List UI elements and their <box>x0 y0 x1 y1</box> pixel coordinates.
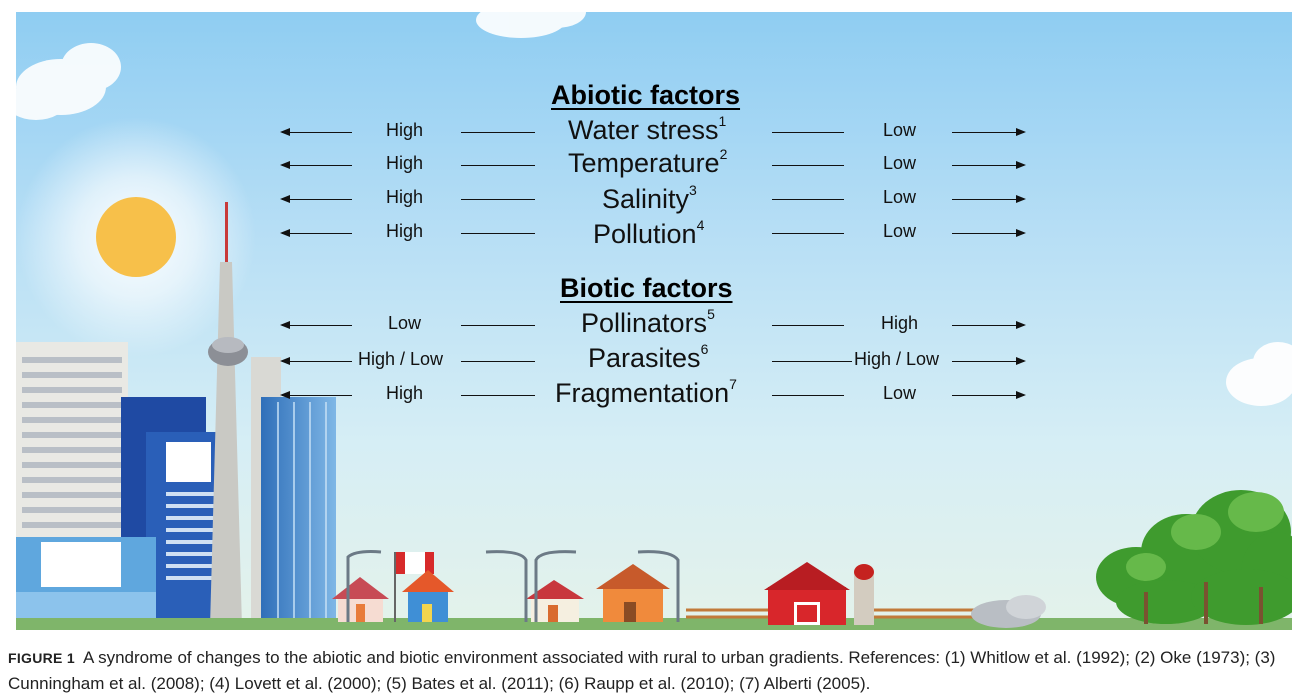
factor-label: Pollinators5 <box>581 306 715 338</box>
sun-icon <box>96 197 176 277</box>
cloud-icon <box>1226 342 1292 406</box>
city-to-rural-illustration <box>16 12 1292 630</box>
left-level: High <box>386 153 424 173</box>
factor-label: Fragmentation7 <box>555 376 737 408</box>
connector-line <box>461 233 535 234</box>
factor-label: Salinity3 <box>602 182 697 214</box>
factor-label: Water stress1 <box>568 113 727 145</box>
right-level: Low <box>883 187 917 207</box>
right-level: High / Low <box>854 349 940 369</box>
house-icon <box>526 580 584 622</box>
house-icon <box>596 564 670 622</box>
arrow-right-icon <box>952 228 1026 237</box>
biotic-heading: Biotic factors <box>560 273 733 303</box>
flag-icon <box>396 552 434 574</box>
connector-line <box>461 395 535 396</box>
caption-label: FIGURE 1 <box>8 650 75 666</box>
right-level: Low <box>883 221 917 241</box>
arrow-right-icon <box>952 356 1026 365</box>
factor-label: Pollution4 <box>593 217 705 249</box>
connector-line <box>772 395 844 396</box>
factor-label: Temperature2 <box>568 146 728 178</box>
left-level: High <box>386 221 424 241</box>
house-icon <box>402 570 454 622</box>
arrow-left-icon <box>280 356 352 365</box>
connector-line <box>772 325 844 326</box>
connector-line <box>461 165 535 166</box>
left-level: High <box>386 187 424 207</box>
arrow-right-icon <box>952 160 1026 169</box>
caption-text: A syndrome of changes to the abiotic and… <box>8 648 1276 693</box>
left-level: High / Low <box>358 349 444 369</box>
connector-line <box>461 199 535 200</box>
arrow-right-icon <box>952 127 1026 136</box>
barn-icon <box>764 562 874 625</box>
cloud-icon <box>16 43 121 120</box>
connector-line <box>772 233 844 234</box>
right-level: Low <box>883 383 917 403</box>
connector-line <box>461 361 535 362</box>
cloud-icon <box>476 12 586 38</box>
right-level: Low <box>883 153 917 173</box>
right-level: Low <box>883 120 917 140</box>
connector-line <box>772 165 844 166</box>
arrow-left-icon <box>280 127 352 136</box>
left-level: High <box>386 120 424 140</box>
left-level: Low <box>388 313 422 333</box>
arrow-left-icon <box>280 320 352 329</box>
arrow-left-icon <box>280 228 352 237</box>
factor-label: Parasites6 <box>588 341 709 373</box>
connector-line <box>772 361 852 362</box>
connector-line <box>772 199 844 200</box>
house-icon <box>332 577 389 622</box>
arrow-left-icon <box>280 390 352 399</box>
arrow-left-icon <box>280 194 352 203</box>
glass-tower <box>261 397 336 627</box>
connector-line <box>461 132 535 133</box>
connector-line <box>461 325 535 326</box>
arrow-right-icon <box>952 390 1026 399</box>
arrow-left-icon <box>280 160 352 169</box>
arrow-right-icon <box>952 320 1026 329</box>
right-level: High <box>881 313 919 333</box>
illustration-panel: Abiotic factors High Water stress1 Low H… <box>16 12 1292 630</box>
left-level: High <box>386 383 424 403</box>
abiotic-heading: Abiotic factors <box>551 80 741 110</box>
connector-line <box>772 132 844 133</box>
arrow-right-icon <box>952 194 1026 203</box>
